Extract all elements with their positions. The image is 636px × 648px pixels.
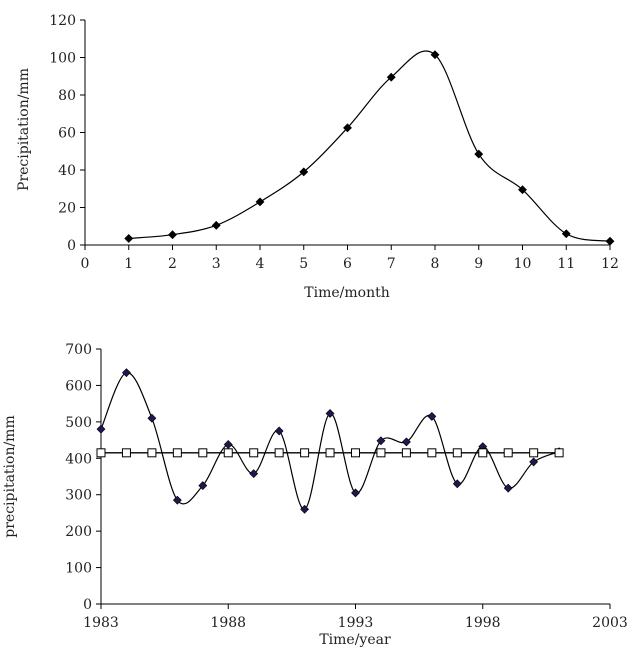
data-point-diamond xyxy=(452,479,462,489)
x-tick-label: 1993 xyxy=(338,615,374,631)
data-point-square xyxy=(376,448,386,458)
data-point-diamond xyxy=(124,234,134,243)
y-tick-label: 400 xyxy=(65,451,92,467)
series-line xyxy=(128,50,611,242)
x-tick-label: 5 xyxy=(299,256,308,272)
data-point-diamond xyxy=(351,488,360,498)
data-point-diamond xyxy=(147,413,157,423)
data-point-diamond xyxy=(172,495,182,505)
x-tick-label: 4 xyxy=(256,256,265,272)
data-point-diamond xyxy=(274,426,284,436)
data-point-diamond xyxy=(518,185,527,195)
x-tick-label: 1983 xyxy=(83,615,119,631)
data-point-diamond xyxy=(427,411,437,421)
data-point-diamond xyxy=(561,229,571,239)
data-point-diamond xyxy=(605,236,615,246)
y-tick-label: 40 xyxy=(58,163,76,179)
y-tick-label: 100 xyxy=(65,561,92,577)
y-tick-label: 700 xyxy=(65,342,92,358)
x-axis-title: Time/month xyxy=(304,285,389,301)
data-point-square xyxy=(401,448,411,458)
data-point-square xyxy=(96,448,106,458)
data-point-square xyxy=(300,448,310,458)
data-point-diamond xyxy=(198,481,208,491)
x-tick-label: 10 xyxy=(514,256,532,272)
data-point-square xyxy=(121,448,131,458)
data-point-diamond xyxy=(96,424,106,434)
data-point-diamond xyxy=(529,457,539,467)
series-line xyxy=(100,372,560,510)
y-tick-label: 0 xyxy=(67,238,76,254)
data-point-diamond xyxy=(249,469,259,479)
data-point-square xyxy=(503,448,513,458)
y-tick-label: 80 xyxy=(58,88,76,104)
data-point-diamond xyxy=(325,409,335,418)
data-point-diamond xyxy=(168,230,177,240)
data-point-diamond xyxy=(386,72,396,82)
data-point-diamond xyxy=(211,220,221,230)
data-point-square xyxy=(478,448,488,458)
data-point-diamond xyxy=(122,368,131,378)
x-tick-label: 9 xyxy=(474,256,483,272)
y-tick-label: 0 xyxy=(83,597,92,613)
y-axis-title: Precipitation/mm xyxy=(16,68,32,191)
y-tick-label: 120 xyxy=(49,13,76,29)
data-point-square xyxy=(274,448,284,458)
x-tick-label: 1 xyxy=(124,256,133,272)
y-tick-label: 20 xyxy=(58,201,76,217)
x-tick-label: 2 xyxy=(168,256,177,272)
data-point-diamond xyxy=(376,436,386,446)
x-tick-label: 12 xyxy=(601,256,619,272)
data-point-diamond xyxy=(223,440,233,449)
y-tick-label: 60 xyxy=(58,126,76,142)
data-point-diamond xyxy=(503,483,513,493)
data-point-square xyxy=(223,448,233,458)
data-point-diamond xyxy=(300,504,310,514)
x-tick-label: 8 xyxy=(431,256,440,272)
data-point-square xyxy=(351,448,360,458)
data-point-square xyxy=(198,448,208,458)
y-tick-label: 600 xyxy=(65,378,92,394)
data-point-square xyxy=(172,448,182,458)
x-tick-label: 11 xyxy=(557,256,575,272)
chart-annual-precipitation: 0 100 200 300 400 500 600 700 1983 1988 1993 1998 20… xyxy=(2,342,628,648)
y-tick-label: 200 xyxy=(65,524,92,540)
x-tick-label: 3 xyxy=(212,256,221,272)
data-point-square xyxy=(249,448,259,458)
data-point-square xyxy=(325,448,335,458)
y-tick-label: 300 xyxy=(65,488,92,504)
data-point-square xyxy=(427,448,437,458)
data-point-diamond xyxy=(401,437,411,447)
data-point-square xyxy=(147,448,157,458)
x-tick-label: 2003 xyxy=(592,615,628,631)
data-point-diamond xyxy=(430,50,440,60)
x-tick-label: 1998 xyxy=(465,615,501,631)
x-tick-label: 6 xyxy=(343,256,352,272)
data-point-diamond xyxy=(474,149,484,159)
data-point-diamond xyxy=(255,197,265,207)
y-tick-label: 100 xyxy=(49,51,76,67)
x-axis-title: Time/year xyxy=(319,632,391,648)
data-point-square xyxy=(452,448,462,458)
x-tick-label: 7 xyxy=(387,256,396,272)
y-axis-title: precipitation/mm xyxy=(2,415,18,538)
x-tick-label: 0 xyxy=(81,256,90,272)
data-point-square xyxy=(554,448,564,458)
data-point-square xyxy=(529,448,539,458)
y-tick-label: 500 xyxy=(65,415,92,431)
data-point-diamond xyxy=(299,167,309,177)
data-point-diamond xyxy=(343,123,352,133)
x-tick-label: 1988 xyxy=(210,615,246,631)
